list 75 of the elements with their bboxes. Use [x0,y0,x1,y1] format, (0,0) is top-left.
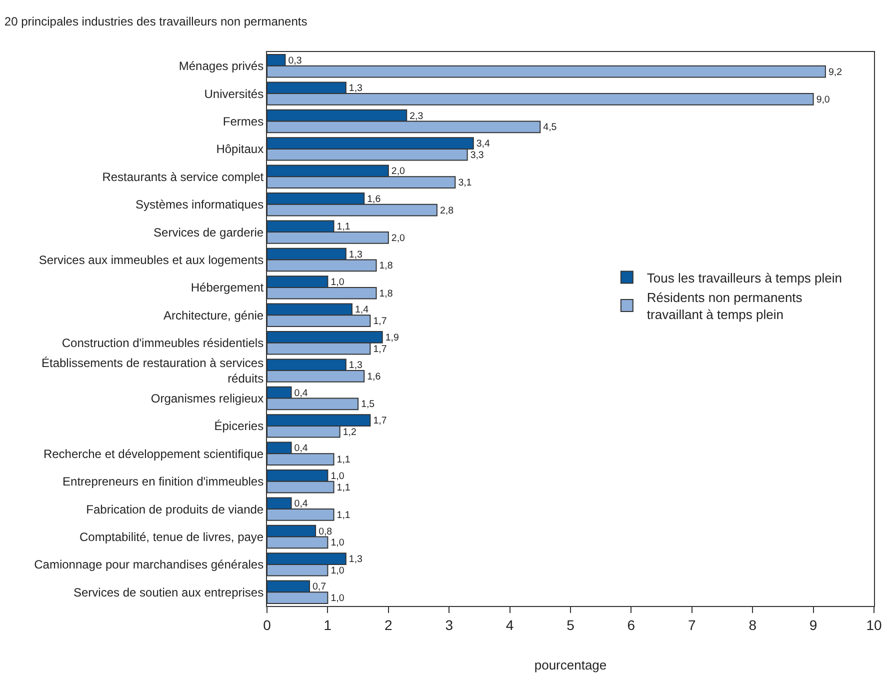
x-tick-label: 5 [566,616,575,633]
data-label: 2,0 [391,232,406,244]
x-tick-label: 3 [445,616,454,633]
data-label: 1,2 [342,426,356,438]
data-label: 0,3 [288,55,302,66]
x-tick-label: 9 [809,616,818,633]
y-tick-label: Établissements de restauration à services réduits [41,356,264,386]
y-tick-label: Ménages privés [178,59,264,74]
legend-label: Tous les travailleurs à temps plein [646,270,842,286]
x-tick-label: 6 [627,616,636,633]
data-label: 2,8 [440,205,454,216]
legend-label: Résidents non permanents travaillant à temps plein [646,290,803,322]
y-tick-label: Fabrication de produits de viande [86,502,264,516]
y-tick-label: Architecture, génie [164,308,264,322]
data-label: 1,9 [385,332,399,344]
data-label: 2,3 [410,110,424,122]
x-tick-label: 1 [324,616,332,633]
data-label: 0,7 [312,582,326,593]
data-label: 1,3 [348,554,362,566]
data-label: 0,4 [294,498,308,510]
y-tick-label: Services aux immeubles et aux logements [38,252,264,267]
x-tick-label: 2 [384,616,392,633]
y-tick-label: Recherche et développement scientifique [43,446,264,461]
y-tick-label: Hébergement [190,280,264,295]
data-label: 1,0 [330,470,345,482]
y-tick-label: Hôpitaux [216,142,264,156]
data-label: 2,0 [391,166,406,178]
data-label: 1,1 [336,510,350,521]
data-label: 1,3 [348,360,362,372]
y-tick-label: Systèmes informatiques [136,198,264,212]
y-tick-label: Services de soutien aux entreprises [73,585,264,600]
x-tick-label: 10 [866,616,882,633]
data-label: 3,1 [458,178,472,189]
data-label: 3,4 [476,138,490,150]
data-label: 1,7 [373,344,387,355]
data-label: 1,7 [373,416,387,427]
y-tick-label: Universités [204,86,264,101]
data-label: 1,6 [367,371,381,382]
data-label: 1,0 [330,565,345,576]
y-tick-label: Camionnage pour marchandises générales [34,558,264,572]
y-tick-label: Services de garderie [154,225,264,240]
data-label: 1,5 [361,399,375,410]
y-tick-label: Comptabilité, tenue de livres, paye [79,530,264,544]
data-label: 1,0 [330,538,345,549]
data-label: 1,0 [330,593,345,604]
data-label: 1,1 [336,222,350,233]
data-label: 9,2 [828,66,842,78]
data-label: 1,1 [336,454,350,466]
data-label: 0,4 [294,388,308,399]
x-tick-label: 7 [688,616,696,633]
data-label: 3,3 [470,150,484,161]
data-label: 4,5 [543,122,557,134]
data-label: 1,1 [336,482,350,494]
data-label: 1,3 [348,249,362,260]
data-label: 0,4 [294,443,308,454]
data-label: 1,4 [354,304,370,316]
y-tick-label: Entrepreneurs en finition d'immeubles [62,474,264,489]
data-label: 9,0 [816,94,830,106]
y-tick-label: Construction d'immeubles résidentiels [62,336,264,350]
y-tick-label: Restaurants à service complet [102,170,264,184]
y-tick-label: Épiceries [214,419,264,434]
x-axis-title: pourcentage [534,657,607,672]
data-label: 1,7 [373,316,387,328]
y-tick-label: Organismes religieux [150,391,264,406]
text: 20 principales industries des travailleurs non permanents [4,14,308,28]
data-label: 1,8 [379,288,393,300]
x-tick-label: 8 [748,616,757,633]
data-label: 1,0 [330,277,345,288]
x-tick-label: 0 [263,616,272,633]
data-label: 1,6 [367,194,381,205]
data-label: 0,8 [318,526,332,538]
data-label: 1,3 [348,83,362,94]
y-tick-label: Fermes [222,114,264,128]
x-tick-label: 4 [506,616,514,633]
data-label: 1,8 [379,260,393,272]
